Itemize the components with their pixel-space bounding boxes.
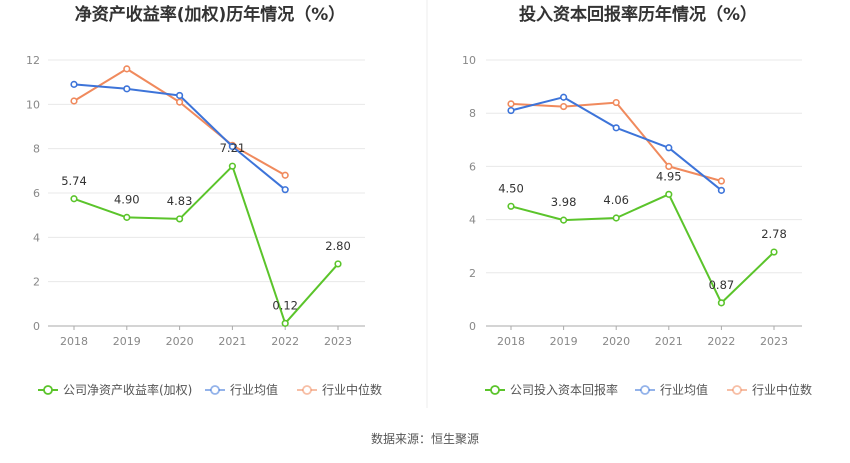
x-tick-label: 2020 (602, 335, 630, 348)
legend-label: 公司投入资本回报率 (510, 382, 618, 397)
data-point (228, 142, 236, 151)
legend-label: 行业均值 (660, 382, 708, 397)
data-source: 数据来源：恒生聚源 (371, 431, 479, 446)
data-point (559, 102, 568, 111)
chart-2: 投入资本回报率历年情况（%） 0 2 4 6 8 10 2018 2019 2020 2021 202… (462, 4, 812, 397)
legend-label: 行业中位数 (752, 382, 812, 397)
y-tick-label: 10 (462, 54, 476, 67)
y-tick-label: 6 (33, 187, 40, 200)
legend-marker (43, 385, 53, 395)
data-point (70, 80, 78, 88)
data-label: 4.50 (498, 181, 524, 195)
y-tick-label: 8 (469, 107, 476, 120)
data-point (665, 190, 673, 198)
legend-label: 公司净资产收益率(加权) (63, 382, 192, 397)
y-tick-label: 0 (33, 320, 40, 333)
y-tick-label: 4 (469, 214, 476, 227)
data-point (123, 85, 131, 93)
data-point (281, 186, 289, 194)
data-point (281, 171, 289, 179)
x-tick-label: 2021 (655, 335, 683, 348)
data-point (717, 186, 726, 194)
legend-marker (302, 385, 312, 395)
x-tick-label: 2023 (324, 335, 352, 348)
series-line-0 (510, 193, 775, 304)
y-tick-label: 12 (26, 54, 40, 67)
chart-title: 投入资本回报率历年情况（%） (519, 4, 757, 25)
data-point (334, 260, 342, 268)
data-point (665, 162, 673, 170)
data-label: 3.98 (551, 195, 577, 209)
data-point (717, 299, 726, 307)
data-label: 0.87 (709, 278, 735, 292)
chart-1: 净资产收益率(加权)历年情况（%） 0 2 4 6 8 10 12 2018 2019 2020 20… (26, 4, 382, 397)
y-tick-label: 4 (33, 231, 40, 244)
data-point (612, 98, 620, 107)
data-point (176, 91, 184, 100)
legend-marker (490, 385, 500, 395)
y-tick-label: 6 (469, 160, 476, 173)
data-label: 4.06 (603, 193, 629, 207)
data-point (228, 162, 236, 170)
data-point (507, 100, 515, 108)
data-point (123, 65, 131, 73)
x-tick-label: 2022 (707, 335, 735, 348)
series-line-2 (510, 101, 722, 182)
data-label: 4.90 (114, 192, 140, 206)
data-point (665, 144, 673, 152)
chart-title: 净资产收益率(加权)历年情况（%） (75, 4, 346, 25)
data-label: 2.78 (761, 227, 787, 241)
y-tick-label: 8 (33, 143, 40, 156)
x-tick-label: 2023 (760, 335, 788, 348)
x-tick-label: 2022 (271, 335, 299, 348)
legend-marker (640, 385, 650, 395)
legend-label: 行业中位数 (322, 382, 382, 397)
series-line-1 (510, 96, 723, 192)
data-label: 5.74 (61, 174, 87, 188)
x-tick-label: 2020 (166, 335, 194, 348)
legend-marker (210, 385, 220, 395)
data-label: 4.95 (656, 169, 682, 183)
data-label: 7.21 (220, 141, 246, 155)
data-point (176, 98, 184, 106)
data-point (176, 215, 184, 223)
series-line-0 (73, 165, 339, 325)
y-tick-label: 2 (469, 267, 476, 280)
data-label: 2.80 (325, 239, 351, 253)
data-point (70, 97, 78, 105)
data-label: 0.12 (272, 298, 298, 312)
x-tick-label: 2019 (550, 335, 578, 348)
x-tick-label: 2018 (497, 335, 525, 348)
data-point (123, 213, 131, 221)
data-point (70, 195, 78, 203)
data-point (612, 124, 620, 132)
y-tick-label: 0 (469, 320, 476, 333)
data-label: 4.83 (167, 194, 193, 208)
x-tick-label: 2021 (218, 335, 246, 348)
data-point (612, 214, 620, 222)
x-tick-label: 2018 (60, 335, 88, 348)
data-point (507, 106, 515, 115)
data-point (559, 216, 568, 224)
legend-marker (732, 385, 742, 395)
series-line-2 (73, 67, 286, 177)
data-point (717, 177, 726, 185)
data-point (770, 248, 778, 256)
data-point (507, 202, 515, 210)
y-tick-label: 10 (26, 98, 40, 111)
x-tick-label: 2019 (113, 335, 141, 348)
legend-label: 行业均值 (230, 382, 278, 397)
data-point (281, 319, 289, 327)
data-point (559, 93, 568, 101)
y-tick-label: 2 (33, 276, 40, 289)
